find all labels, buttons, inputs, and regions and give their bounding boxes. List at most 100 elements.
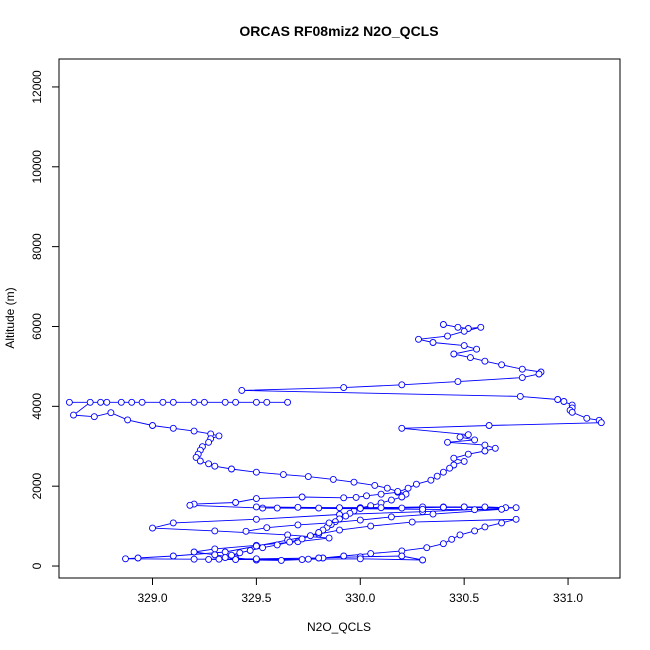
data-point: [215, 555, 223, 563]
data-point: [419, 505, 427, 513]
data-point: [65, 398, 73, 406]
data-point: [190, 555, 198, 563]
data-point: [568, 408, 576, 416]
data-point: [481, 503, 489, 511]
data-point: [252, 468, 260, 476]
x-tick-label: 330.5: [449, 591, 479, 605]
data-point: [336, 504, 343, 512]
data-point: [159, 398, 167, 406]
series-1: [65, 398, 410, 563]
data-point: [429, 339, 437, 346]
data-point: [107, 409, 115, 417]
data-point: [263, 398, 271, 406]
data-point: [481, 523, 489, 531]
data-point: [205, 438, 213, 446]
data-point: [242, 527, 250, 535]
data-point: [460, 327, 468, 335]
data-point: [325, 534, 333, 542]
data-point: [211, 462, 219, 470]
data-point: [423, 544, 431, 552]
data-point: [304, 473, 312, 481]
data-point: [149, 524, 156, 532]
data-point: [117, 398, 125, 406]
data-point: [342, 512, 350, 520]
data-point: [238, 386, 246, 394]
data-point: [259, 504, 267, 512]
data-point: [535, 370, 543, 378]
data-point: [583, 414, 591, 422]
data-point: [122, 555, 129, 563]
data-point: [415, 335, 422, 343]
data-point: [252, 398, 260, 406]
data-point: [377, 490, 385, 498]
data-point: [460, 457, 468, 465]
data-point: [211, 551, 219, 559]
data-point: [232, 556, 240, 564]
data-point: [491, 444, 499, 452]
data-point: [284, 398, 292, 406]
data-point: [90, 413, 98, 421]
data-point: [404, 484, 412, 492]
data-point: [408, 518, 416, 526]
data-point: [456, 433, 464, 441]
data-point: [460, 503, 468, 511]
data-point: [377, 504, 385, 512]
data-point: [315, 529, 323, 536]
data-point: [252, 515, 260, 523]
data-point: [387, 496, 395, 504]
plot-frame: [58, 58, 621, 579]
data-point: [464, 431, 472, 439]
series-layer: [65, 321, 605, 564]
y-tick-label: 2000: [30, 473, 44, 500]
data-point: [512, 515, 520, 523]
data-point: [356, 555, 364, 563]
data-point: [190, 398, 198, 406]
data-point: [352, 493, 360, 501]
data-point: [560, 398, 568, 405]
x-axis-label: N2O_QCLS: [307, 620, 371, 634]
data-point: [134, 554, 142, 562]
data-point: [444, 438, 451, 446]
data-point: [481, 447, 489, 455]
data-point: [518, 374, 526, 382]
data-point: [263, 524, 271, 532]
data-point: [138, 398, 146, 406]
data-point: [597, 419, 605, 427]
data-point: [221, 548, 229, 556]
data-point: [252, 495, 260, 503]
data-point: [205, 555, 213, 563]
x-axis: 329.0 329.5 330.0 330.5 331.0: [137, 578, 583, 605]
data-point: [294, 503, 302, 511]
data-point: [356, 505, 364, 512]
y-tick-label: 4000: [30, 393, 44, 420]
data-point: [516, 392, 524, 400]
data-point: [512, 504, 520, 512]
data-point: [259, 544, 267, 552]
data-point: [190, 548, 198, 556]
data-point: [190, 427, 198, 435]
data-point: [444, 332, 451, 340]
data-point: [169, 398, 177, 406]
data-point: [439, 321, 447, 328]
data-point: [439, 540, 447, 548]
data-point: [471, 506, 479, 514]
data-point: [228, 465, 235, 473]
data-point: [350, 478, 358, 486]
data-point: [196, 457, 204, 465]
data-point: [464, 450, 472, 458]
data-point: [277, 556, 285, 564]
data-point: [340, 384, 348, 392]
data-point: [427, 476, 435, 484]
data-point: [446, 464, 454, 472]
x-tick-label: 329.5: [241, 591, 271, 605]
data-point: [356, 516, 364, 524]
data-point: [215, 432, 223, 440]
data-point: [383, 484, 391, 492]
data-point: [498, 361, 506, 369]
data-point: [394, 487, 402, 495]
y-axis: 0 2000 4000 6000 8000 10000 12000: [30, 70, 59, 569]
data-point: [298, 535, 306, 543]
data-point: [279, 471, 287, 479]
data-point: [398, 493, 406, 501]
